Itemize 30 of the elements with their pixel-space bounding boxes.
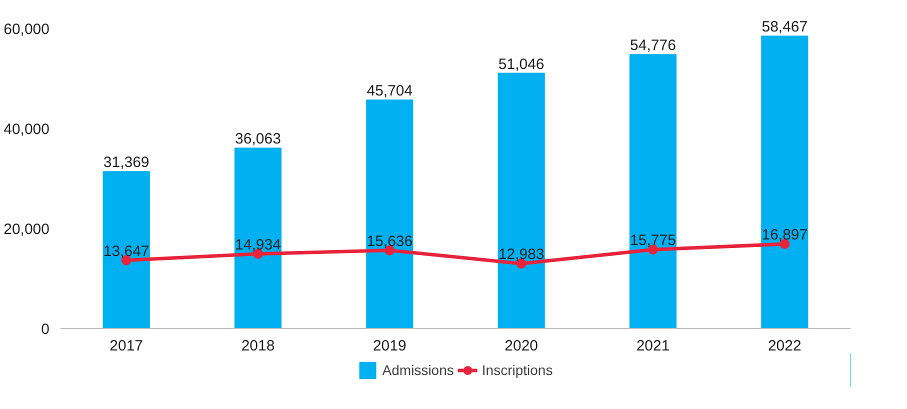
legend-label: Admissions <box>382 362 454 378</box>
y-tick-label: 0 <box>41 321 50 338</box>
data-label: 12,983 <box>498 246 544 264</box>
x-tick-label: 2019 <box>372 338 406 354</box>
y-tick-label: 20,000 <box>4 221 50 238</box>
x-tick-label: 2021 <box>636 338 670 354</box>
data-label: 36,063 <box>235 130 281 148</box>
x-tick-label: 2020 <box>504 338 538 354</box>
y-tick-label: 40,000 <box>4 121 50 138</box>
data-label: 45,704 <box>366 82 413 100</box>
data-label: 31,369 <box>103 154 150 172</box>
bar <box>498 72 545 328</box>
legend-label: Inscriptions <box>482 362 553 378</box>
data-label: 16,897 <box>762 226 808 244</box>
data-label: 51,046 <box>498 56 544 73</box>
x-tick-label: 2017 <box>110 338 144 354</box>
bar <box>234 148 282 328</box>
bar <box>366 99 414 328</box>
data-label: 54,776 <box>630 37 676 54</box>
x-tick-label: 2018 <box>241 338 275 354</box>
data-label: 15,636 <box>366 232 413 250</box>
bar <box>761 36 808 328</box>
data-label: 15,775 <box>630 232 676 250</box>
data-label: 13,647 <box>103 242 150 260</box>
bar <box>102 171 150 328</box>
x-tick-label: 2022 <box>768 338 802 354</box>
data-label: 14,934 <box>235 236 281 254</box>
bar <box>629 54 677 328</box>
y-tick-label: 60,000 <box>4 21 50 38</box>
data-label: 58,467 <box>762 18 808 36</box>
